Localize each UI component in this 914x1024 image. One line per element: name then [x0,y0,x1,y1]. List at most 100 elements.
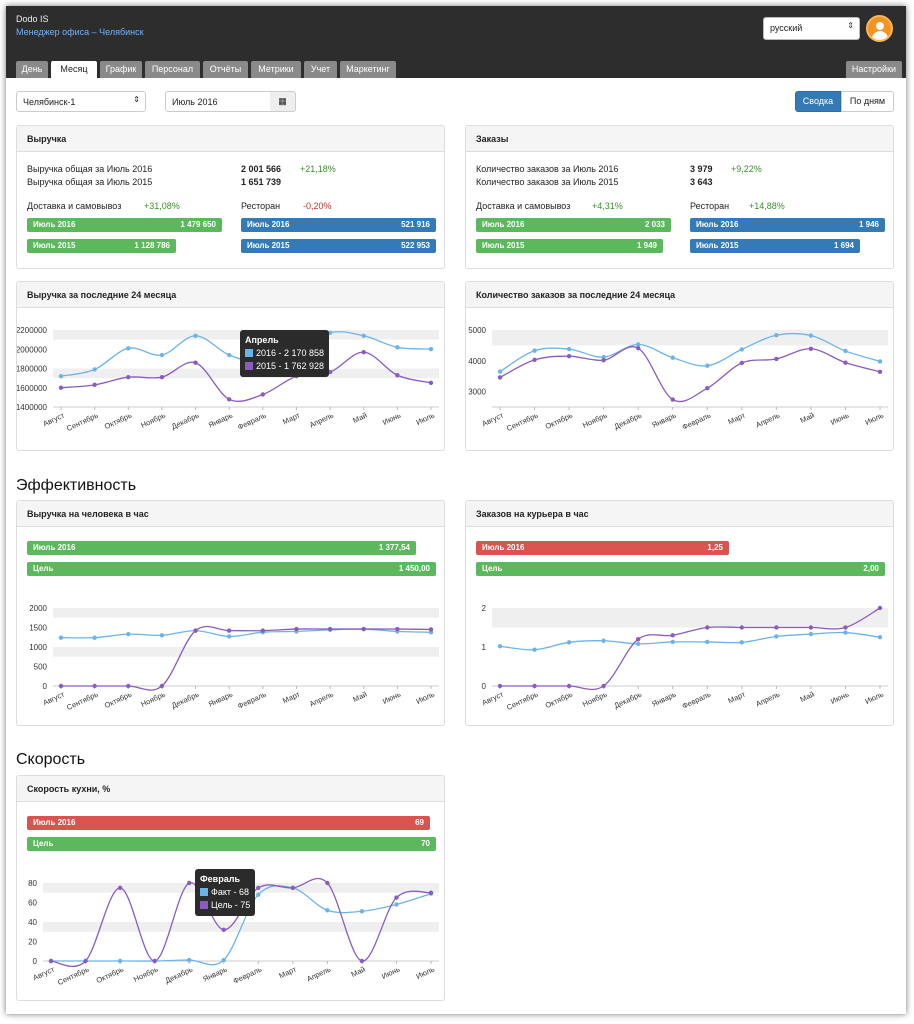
data-point[interactable] [92,367,97,372]
data-point[interactable] [226,352,232,358]
data-point[interactable] [361,626,366,632]
data-point[interactable] [395,345,400,350]
data-point[interactable] [843,348,848,354]
data-point[interactable] [359,909,365,914]
data-point[interactable] [877,635,883,640]
data-point[interactable] [193,360,198,365]
data-point[interactable] [58,635,64,640]
data-point[interactable] [774,634,779,639]
data-point[interactable] [327,626,333,632]
tab-settings[interactable]: Настройки [846,61,902,78]
data-point[interactable] [186,880,192,886]
data-point[interactable] [670,639,675,645]
tab-day[interactable]: День [16,61,48,78]
month-input[interactable]: Июль 2016 [165,91,271,112]
data-point[interactable] [428,380,434,385]
office-subtitle[interactable]: Менеджер офиса – Челябинск [16,27,144,37]
data-point[interactable] [394,895,399,900]
data-point[interactable] [635,637,641,642]
data-point[interactable] [739,360,745,366]
city-select[interactable]: Челябинск-1 ⇕ [16,91,146,112]
data-point[interactable] [186,957,192,963]
data-point[interactable] [877,359,883,364]
data-point[interactable] [705,639,710,645]
data-point[interactable] [601,638,606,643]
data-point[interactable] [359,958,365,964]
data-point[interactable] [92,382,97,388]
data-point[interactable] [843,630,848,635]
data-point[interactable] [532,357,537,363]
user-avatar[interactable] [866,15,893,42]
language-select[interactable]: русский ⇕ [763,17,860,40]
data-point[interactable] [808,631,814,637]
data-point[interactable] [126,631,131,637]
data-point[interactable] [126,374,131,380]
data-point[interactable] [428,890,434,895]
data-point[interactable] [739,625,745,630]
data-point[interactable] [159,683,165,689]
data-point[interactable] [58,385,64,390]
data-point[interactable] [126,346,131,351]
data-point[interactable] [226,397,232,402]
data-point[interactable] [670,355,675,360]
data-point[interactable] [497,683,503,689]
data-point[interactable] [532,647,537,652]
data-point[interactable] [83,958,88,964]
data-point[interactable] [566,683,572,689]
data-point[interactable] [159,633,165,638]
data-point[interactable] [670,633,675,638]
data-point[interactable] [226,634,232,639]
data-point[interactable] [394,902,399,907]
data-point[interactable] [325,880,330,886]
by-day-button[interactable]: По дням [841,91,894,112]
data-point[interactable] [877,605,883,611]
data-point[interactable] [361,333,366,338]
data-point[interactable] [260,392,266,397]
data-point[interactable] [361,349,366,355]
data-point[interactable] [774,333,779,338]
summary-button[interactable]: Сводка [795,91,841,112]
data-point[interactable] [221,927,226,932]
data-point[interactable] [221,957,226,963]
calendar-icon[interactable]: ▦ [270,91,296,112]
data-point[interactable] [260,628,266,633]
data-point[interactable] [256,892,261,897]
data-point[interactable] [126,683,131,689]
data-point[interactable] [601,354,606,360]
data-point[interactable] [152,958,157,964]
tab-metrics[interactable]: Метрики [251,61,301,78]
data-point[interactable] [428,346,434,352]
tab-marketing[interactable]: Маркетинг [340,61,396,78]
data-point[interactable] [601,357,606,363]
data-point[interactable] [294,626,299,632]
data-point[interactable] [117,885,123,891]
data-point[interactable] [497,369,503,374]
data-point[interactable] [92,683,97,689]
data-point[interactable] [532,683,537,689]
data-point[interactable] [325,908,330,913]
data-point[interactable] [566,640,572,645]
data-point[interactable] [395,626,400,632]
data-point[interactable] [159,374,165,380]
data-point[interactable] [290,885,296,891]
data-point[interactable] [58,683,64,689]
data-point[interactable] [601,683,606,689]
data-point[interactable] [739,640,745,645]
data-point[interactable] [193,333,198,338]
data-point[interactable] [635,342,641,347]
data-point[interactable] [774,356,779,362]
tab-staff[interactable]: Персонал [145,61,200,78]
data-point[interactable] [117,958,123,964]
data-point[interactable] [877,369,883,374]
data-point[interactable] [256,885,261,891]
data-point[interactable] [226,628,232,633]
data-point[interactable] [58,374,64,379]
tab-reports[interactable]: Отчёты [203,61,248,78]
tab-accounting[interactable]: Учет [304,61,337,78]
data-point[interactable] [566,346,572,352]
data-point[interactable] [808,625,814,630]
data-point[interactable] [705,625,710,630]
data-point[interactable] [497,375,503,380]
data-point[interactable] [739,347,745,352]
data-point[interactable] [705,386,710,391]
